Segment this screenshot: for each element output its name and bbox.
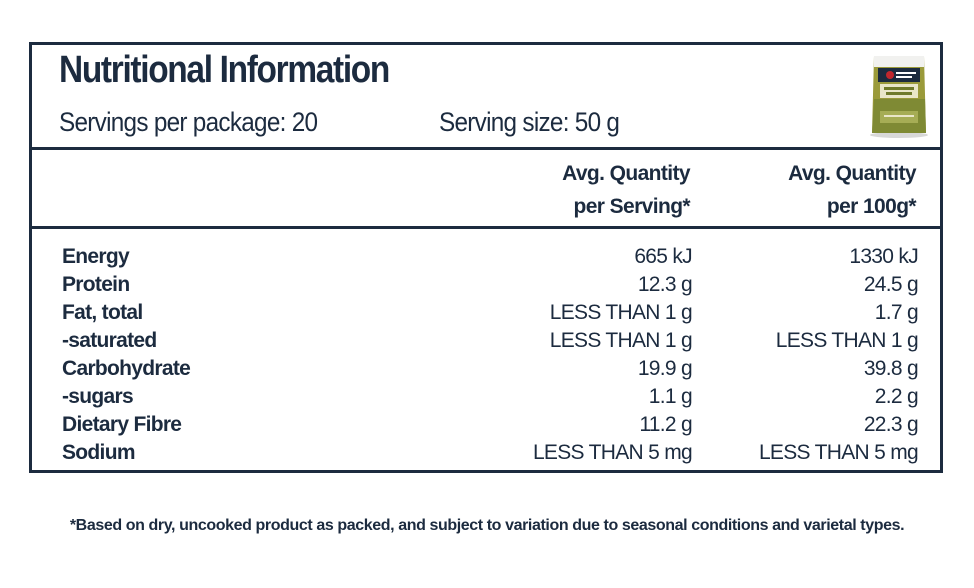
- nutrient-label: Carbohydrate: [62, 357, 191, 380]
- per-100g-value: 1.7 g: [874, 301, 919, 324]
- table-row: Carbohydrate 19.9 g 39.8 g: [32, 355, 940, 383]
- per-100g-value: LESS THAN 5 mg: [758, 441, 919, 464]
- table-row: Energy 665 kJ 1330 kJ: [32, 243, 940, 271]
- column-header-line: Avg. Quantity: [562, 162, 691, 185]
- nutrient-label: Dietary Fibre: [62, 413, 182, 436]
- nutrient-table: Energy 665 kJ 1330 kJ Protein 12.3 g 24.…: [32, 243, 940, 467]
- nutrient-label: Protein: [62, 273, 130, 296]
- column-header-line: per 100g*: [826, 195, 917, 218]
- column-header-line: Avg. Quantity: [788, 162, 917, 185]
- footnote: *Based on dry, uncooked product as packe…: [69, 517, 905, 534]
- table-row: Sodium LESS THAN 5 mg LESS THAN 5 mg: [32, 439, 940, 467]
- per-100g-value: 24.5 g: [863, 273, 919, 296]
- per-serving-value: 665 kJ: [634, 245, 692, 268]
- nutrient-label: -saturated: [62, 329, 157, 352]
- nutrient-label: -sugars: [62, 385, 134, 408]
- divider-columns: [32, 226, 940, 229]
- serving-size: Serving size: 50 g: [439, 107, 620, 137]
- nutrient-label: Sodium: [62, 441, 135, 464]
- per-100g-value: 1330 kJ: [849, 245, 918, 268]
- table-row: -sugars 1.1 g 2.2 g: [32, 383, 940, 411]
- nutrient-label: Energy: [62, 245, 130, 268]
- panel-title: Nutritional Information: [59, 49, 390, 91]
- per-serving-value: 12.3 g: [637, 273, 693, 296]
- column-header-per-100g: Avg. Quantity per 100g*: [788, 157, 917, 223]
- table-row: Protein 12.3 g 24.5 g: [32, 271, 940, 299]
- per-serving-value: 11.2 g: [639, 413, 692, 436]
- servings-per-package: Servings per package: 20: [59, 107, 318, 137]
- column-header-per-serving: Avg. Quantity per Serving*: [562, 157, 691, 223]
- column-header-line: per Serving*: [573, 195, 690, 218]
- nutrient-label: Fat, total: [62, 301, 143, 324]
- nutrition-panel: Nutritional Information Servings per pac…: [29, 42, 943, 473]
- table-row: Dietary Fibre 11.2 g 22.3 g: [32, 411, 940, 439]
- per-100g-value: 39.8 g: [863, 357, 919, 380]
- per-serving-value: 19.9 g: [637, 357, 693, 380]
- lentils-package-icon: [870, 56, 928, 138]
- divider-header: [32, 147, 940, 150]
- table-row: Fat, total LESS THAN 1 g 1.7 g: [32, 299, 940, 327]
- per-serving-value: LESS THAN 5 mg: [532, 441, 693, 464]
- per-100g-value: LESS THAN 1 g: [775, 329, 919, 352]
- per-serving-value: LESS THAN 1 g: [549, 329, 693, 352]
- per-serving-value: LESS THAN 1 g: [549, 301, 693, 324]
- per-100g-value: 2.2 g: [874, 385, 919, 408]
- table-row: -saturated LESS THAN 1 g LESS THAN 1 g: [32, 327, 940, 355]
- per-100g-value: 22.3 g: [863, 413, 919, 436]
- per-serving-value: 1.1 g: [648, 385, 693, 408]
